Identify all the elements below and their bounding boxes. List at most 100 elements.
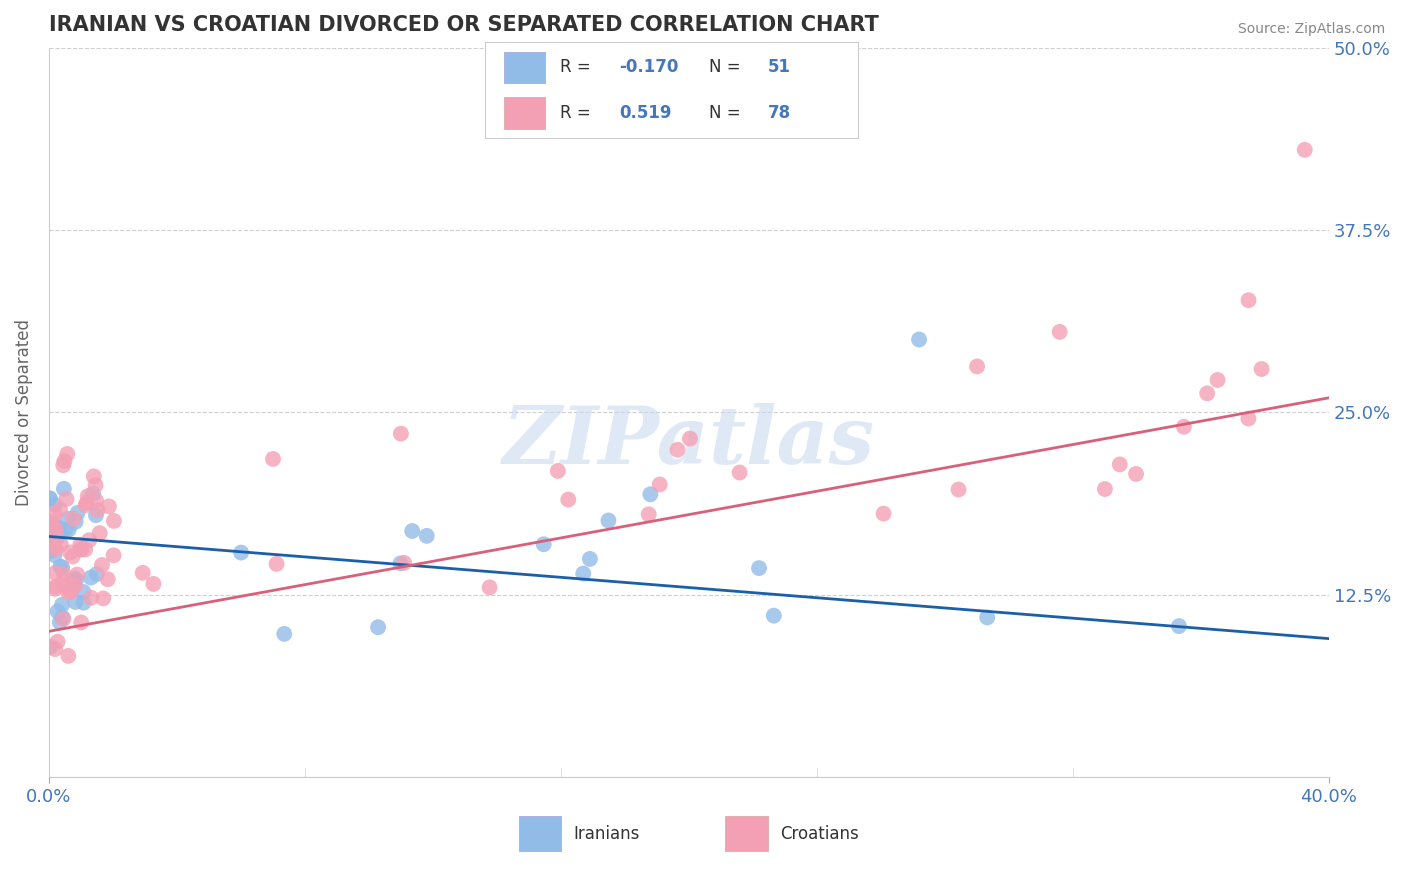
Point [58, 523, 80, 537]
Y-axis label: Divorced or Separated: Divorced or Separated [15, 319, 32, 506]
Text: N =: N = [709, 103, 745, 121]
Text: N =: N = [709, 59, 745, 77]
Point [83, 469, 105, 483]
Text: IRANIAN VS CROATIAN DIVORCED OR SEPARATED CORRELATION CHART: IRANIAN VS CROATIAN DIVORCED OR SEPARATE… [49, 15, 879, 35]
Point [39, 515, 62, 529]
Point [44, 548, 66, 562]
Text: 51: 51 [768, 59, 792, 77]
Point [1294, 143, 1316, 157]
Text: Source: ZipAtlas.com: Source: ZipAtlas.com [1237, 22, 1385, 37]
Point [72, 585, 94, 599]
Point [1125, 467, 1147, 481]
Point [84, 478, 107, 492]
Point [679, 432, 702, 446]
Point [579, 552, 602, 566]
FancyBboxPatch shape [725, 816, 768, 851]
Point [976, 610, 998, 624]
FancyBboxPatch shape [503, 97, 544, 128]
Point [1108, 458, 1130, 472]
Point [401, 524, 423, 538]
Point [56, 585, 79, 599]
Point [262, 452, 284, 467]
Point [84, 508, 107, 523]
Point [91, 558, 114, 572]
Point [948, 483, 970, 497]
Point [75, 498, 97, 512]
Point [1168, 619, 1191, 633]
Point [91, 591, 114, 606]
Point [49, 537, 72, 551]
Point [547, 464, 569, 478]
Point [55, 523, 77, 537]
Point [52, 567, 75, 582]
Point [45, 541, 67, 556]
Text: Iranians: Iranians [574, 824, 640, 843]
Point [56, 447, 79, 461]
Point [38, 491, 60, 506]
Point [76, 489, 98, 503]
Point [44, 522, 66, 536]
Point [59, 585, 82, 599]
Point [131, 566, 153, 580]
Point [52, 612, 75, 626]
Point [69, 538, 91, 552]
Point [392, 556, 415, 570]
Point [62, 578, 84, 592]
Point [1049, 325, 1071, 339]
Point [70, 542, 93, 557]
FancyBboxPatch shape [519, 816, 561, 851]
Point [229, 546, 252, 560]
Point [557, 492, 579, 507]
Point [103, 514, 125, 528]
FancyBboxPatch shape [503, 52, 544, 83]
Point [44, 507, 66, 521]
Point [39, 640, 62, 654]
Point [572, 566, 595, 581]
Point [51, 610, 73, 624]
Point [86, 567, 108, 582]
Point [1237, 411, 1260, 425]
Point [65, 515, 87, 529]
Point [44, 498, 66, 512]
Point [52, 482, 75, 496]
Point [49, 525, 72, 540]
Point [59, 545, 82, 559]
Point [38, 491, 60, 506]
Point [103, 549, 125, 563]
Point [97, 572, 120, 586]
Point [44, 580, 66, 594]
Point [42, 539, 65, 553]
Point [69, 542, 91, 557]
Point [51, 598, 73, 612]
Point [51, 560, 73, 574]
Point [49, 502, 72, 516]
Point [533, 537, 555, 551]
Point [80, 591, 103, 605]
Point [62, 549, 84, 564]
Point [75, 542, 97, 557]
Point [86, 503, 108, 517]
Point [49, 615, 72, 630]
Point [273, 627, 295, 641]
Text: R =: R = [560, 103, 596, 121]
Point [53, 579, 76, 593]
Point [637, 508, 659, 522]
Point [1237, 293, 1260, 308]
Point [70, 615, 93, 630]
Point [80, 571, 103, 585]
Point [77, 533, 100, 548]
Point [55, 491, 77, 506]
Point [62, 512, 84, 526]
Point [1173, 419, 1195, 434]
Point [65, 595, 87, 609]
Point [66, 567, 89, 582]
Point [53, 454, 76, 468]
Point [66, 506, 89, 520]
Point [41, 521, 63, 535]
Point [640, 487, 662, 501]
Point [762, 608, 785, 623]
Point [65, 573, 87, 587]
Point [908, 333, 931, 347]
Point [666, 442, 689, 457]
Point [97, 500, 120, 514]
